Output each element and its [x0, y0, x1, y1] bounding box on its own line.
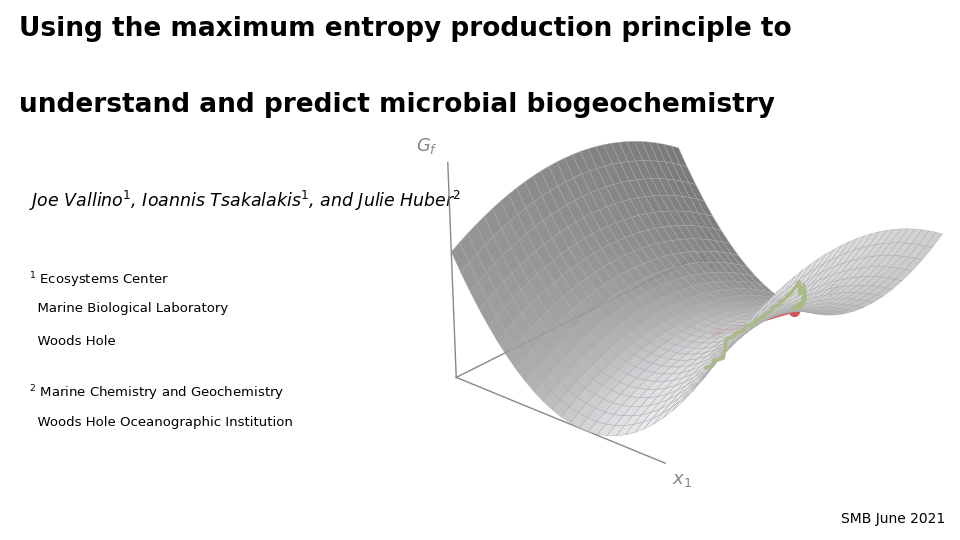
Text: SMB June 2021: SMB June 2021	[841, 512, 946, 526]
Text: Joe Vallino$^1$, Ioannis Tsakalakis$^1$, and Julie Huber$^{2}$: Joe Vallino$^1$, Ioannis Tsakalakis$^1$,…	[29, 189, 462, 213]
Text: $^2$ Marine Chemistry and Geochemistry: $^2$ Marine Chemistry and Geochemistry	[29, 383, 284, 403]
Text: $^1$ Ecosystems Center: $^1$ Ecosystems Center	[29, 270, 169, 289]
Text: Woods Hole: Woods Hole	[29, 335, 115, 348]
Text: understand and predict microbial biogeochemistry: understand and predict microbial biogeoc…	[19, 92, 776, 118]
Text: Woods Hole Oceanographic Institution: Woods Hole Oceanographic Institution	[29, 416, 293, 429]
Text: Using the maximum entropy production principle to: Using the maximum entropy production pri…	[19, 16, 792, 42]
Text: Marine Biological Laboratory: Marine Biological Laboratory	[29, 302, 228, 315]
